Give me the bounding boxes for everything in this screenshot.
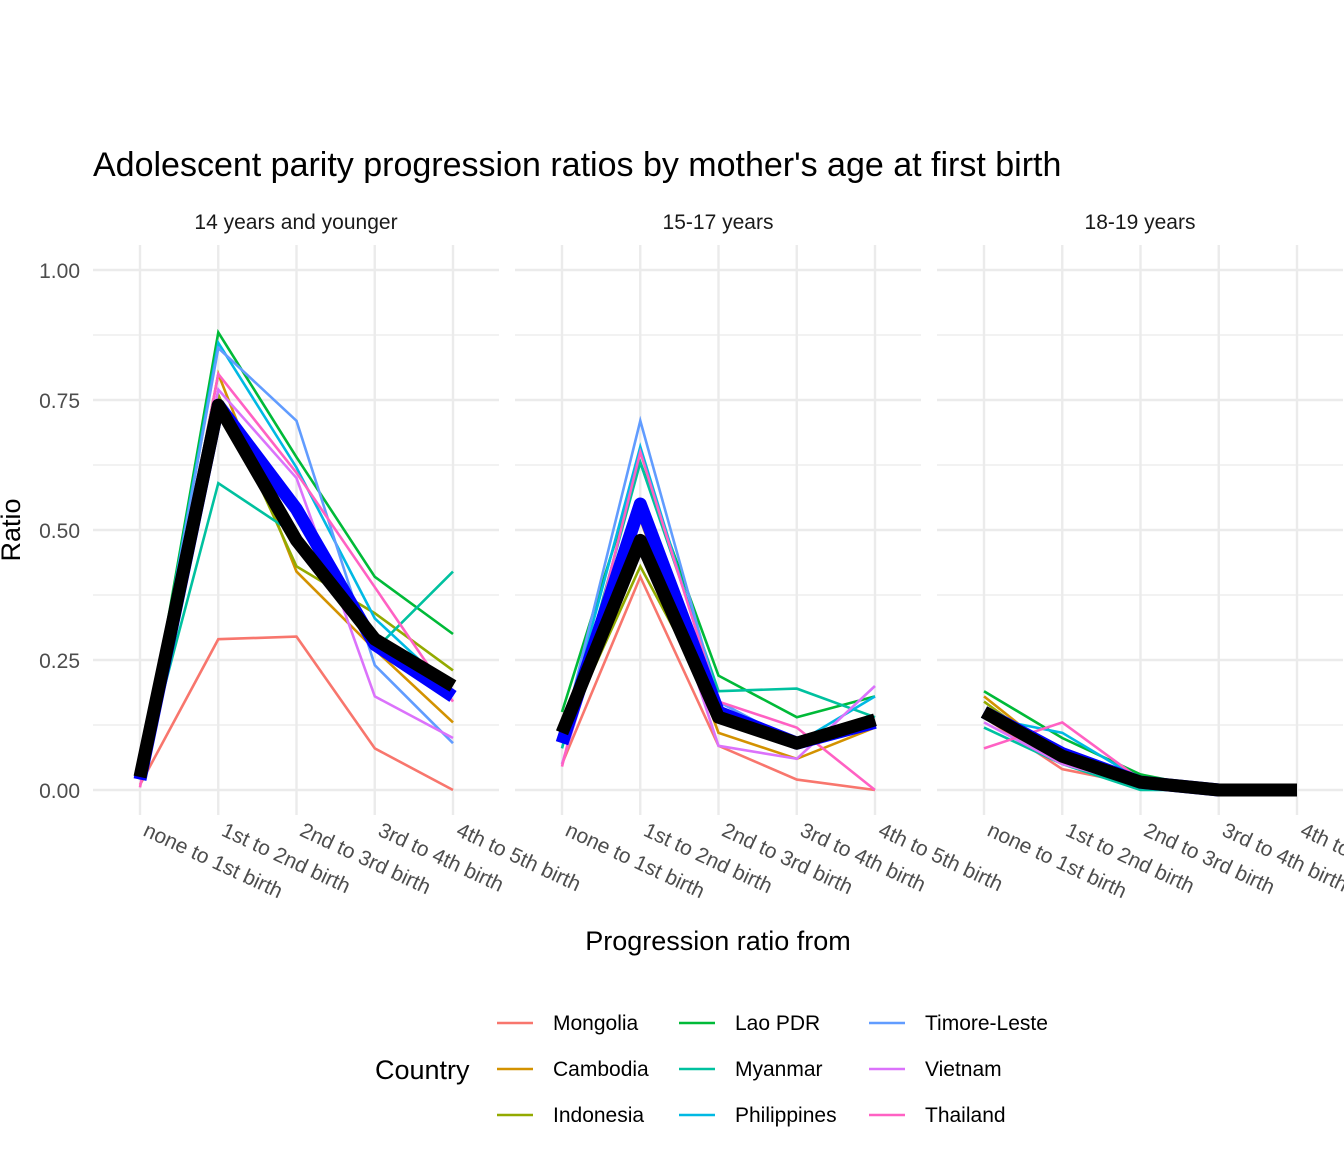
legend-item: Lao PDR: [679, 1012, 820, 1035]
legend-label: Myanmar: [735, 1058, 823, 1081]
y-tick-label: 0.00: [39, 780, 80, 803]
legend-title: Country: [375, 1055, 470, 1085]
legend-item: Indonesia: [497, 1104, 644, 1127]
legend-item: Timore-Leste: [869, 1012, 1048, 1035]
legend-label: Thailand: [925, 1104, 1006, 1127]
series-line-mean-black: [555, 533, 877, 750]
y-tick-label: 0.25: [39, 650, 80, 673]
x-axis-title: Progression ratio from: [585, 926, 851, 956]
legend-label: Indonesia: [553, 1104, 644, 1127]
legend-label: Mongolia: [553, 1012, 639, 1035]
facet-strip-label: 14 years and younger: [194, 211, 397, 234]
y-axis-ticks: 0.00 0.25 0.50 0.75 1.00: [39, 260, 80, 803]
facet-strip-label: 18-19 years: [1085, 211, 1196, 234]
legend-label: Vietnam: [925, 1058, 1002, 1081]
y-tick-label: 1.00: [39, 260, 80, 283]
legend-item: Mongolia: [497, 1012, 639, 1035]
series-line-mongolia: [138, 635, 454, 792]
legend-label: Lao PDR: [735, 1012, 820, 1035]
x-tick-label: 2nd to 3rd birth: [718, 819, 856, 900]
chart-title: Adolescent parity progression ratios by …: [93, 146, 1061, 184]
series-line-mean-black: [980, 706, 1297, 797]
x-tick-label: 2nd to 3rd birth: [296, 819, 434, 900]
legend-item: Thailand: [869, 1104, 1006, 1127]
y-tick-label: 0.75: [39, 390, 80, 413]
legend-label: Philippines: [735, 1104, 837, 1127]
legend-item: Cambodia: [497, 1058, 649, 1081]
series-line-timore-leste: [138, 345, 454, 780]
legend: Country Mongolia Cambodia Indonesia Lao PDR…: [375, 1012, 1048, 1127]
x-tick-label: 2nd to 3rd birth: [1140, 819, 1278, 900]
legend-label: Timore-Leste: [925, 1012, 1048, 1035]
y-tick-label: 0.50: [39, 520, 80, 543]
legend-item: Myanmar: [679, 1058, 823, 1081]
facet-strip-label: 15-17 years: [663, 211, 774, 234]
legend-item: Vietnam: [869, 1058, 1002, 1081]
series-line-mean-black: [133, 398, 457, 779]
legend-item: Philippines: [679, 1104, 837, 1127]
legend-label: Cambodia: [553, 1058, 649, 1081]
y-axis-title: Ratio: [0, 498, 26, 561]
